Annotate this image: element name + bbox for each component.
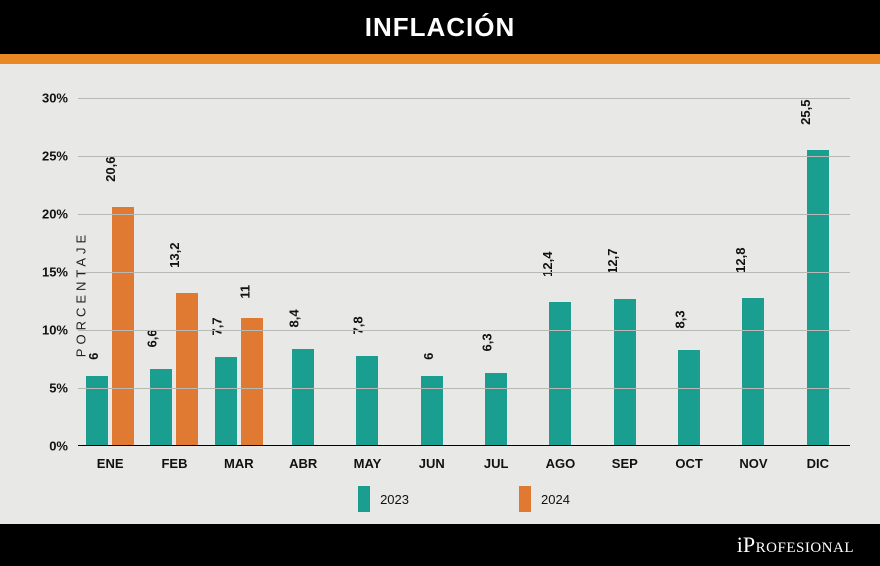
gridline xyxy=(78,272,850,273)
bar-value-label: 7,7 xyxy=(209,317,224,335)
legend: 2023 2024 xyxy=(78,486,850,512)
y-tick-label: 25% xyxy=(42,149,68,164)
y-tick-label: 30% xyxy=(42,91,68,106)
brand-logo: IProfesional xyxy=(737,532,854,558)
bar: 20,6 xyxy=(112,207,134,446)
y-tick-label: 10% xyxy=(42,323,68,338)
bar-value-label: 11 xyxy=(237,285,252,299)
bar: 6,3 xyxy=(485,373,507,446)
bar: 8,4 xyxy=(292,349,314,446)
x-tick-label: JUL xyxy=(464,456,528,471)
x-tick-label: FEB xyxy=(142,456,206,471)
bar: 6,6 xyxy=(150,369,172,446)
y-tick-label: 15% xyxy=(42,265,68,280)
y-tick-label: 5% xyxy=(49,381,68,396)
x-axis-labels: ENEFEBMARABRMAYJUNJULAGOSEPOCTNOVDIC xyxy=(78,446,850,471)
gridline xyxy=(78,388,850,389)
bar-value-label: 8,4 xyxy=(287,309,302,327)
gridline xyxy=(78,214,850,215)
x-tick-label: ABR xyxy=(271,456,335,471)
bar-value-label: 6 xyxy=(421,353,436,360)
bar: 12,8 xyxy=(742,298,764,446)
chart-frame: INFLACIÓN PORCENTAJE 620,66,613,27,7118,… xyxy=(0,0,880,566)
bar-value-label: 20,6 xyxy=(103,157,118,182)
plot: 620,66,613,27,7118,47,866,312,412,78,312… xyxy=(78,98,850,446)
x-tick-label: AGO xyxy=(528,456,592,471)
bar: 25,5 xyxy=(807,150,829,446)
bar-value-label: 8,3 xyxy=(673,310,688,328)
x-tick-label: DIC xyxy=(786,456,850,471)
legend-item: 2023 xyxy=(358,486,409,512)
bar: 13,2 xyxy=(176,293,198,446)
bar-value-label: 12,4 xyxy=(540,252,555,277)
bar: 7,7 xyxy=(215,357,237,446)
title-bar: INFLACIÓN xyxy=(0,0,880,54)
bar-value-label: 25,5 xyxy=(798,100,813,125)
legend-swatch xyxy=(519,486,531,512)
brand-rest: Profesional xyxy=(743,532,854,557)
y-tick-label: 20% xyxy=(42,207,68,222)
bar: 6 xyxy=(86,376,108,446)
gridline xyxy=(78,330,850,331)
x-tick-label: MAR xyxy=(207,456,271,471)
accent-bar xyxy=(0,54,880,64)
y-tick-label: 0% xyxy=(49,439,68,454)
bar-value-label: 13,2 xyxy=(167,242,182,267)
bar: 8,3 xyxy=(678,350,700,446)
bar: 7,8 xyxy=(356,356,378,446)
x-tick-label: NOV xyxy=(721,456,785,471)
bar-value-label: 7,8 xyxy=(351,316,366,334)
bar-value-label: 12,8 xyxy=(733,247,748,272)
legend-item: 2024 xyxy=(519,486,570,512)
bar-value-label: 6,3 xyxy=(480,333,495,351)
gridline xyxy=(78,98,850,99)
bar: 6 xyxy=(421,376,443,446)
x-tick-label: JUN xyxy=(400,456,464,471)
chart-title: INFLACIÓN xyxy=(365,12,516,43)
legend-swatch xyxy=(358,486,370,512)
bar: 12,4 xyxy=(549,302,571,446)
legend-label: 2023 xyxy=(380,492,409,507)
footer-bar: IProfesional xyxy=(0,524,880,566)
legend-label: 2024 xyxy=(541,492,570,507)
gridline xyxy=(78,156,850,157)
x-tick-label: OCT xyxy=(657,456,721,471)
bar-value-label: 6 xyxy=(86,353,101,360)
bar: 12,7 xyxy=(614,299,636,446)
bar-value-label: 12,7 xyxy=(605,248,620,273)
bar-value-label: 6,6 xyxy=(145,330,160,348)
chart-outer: PORCENTAJE 620,66,613,27,7118,47,866,312… xyxy=(0,64,880,524)
chart-area: 620,66,613,27,7118,47,866,312,412,78,312… xyxy=(78,98,850,446)
x-tick-label: SEP xyxy=(593,456,657,471)
x-tick-label: ENE xyxy=(78,456,142,471)
x-tick-label: MAY xyxy=(335,456,399,471)
bar: 11 xyxy=(241,318,263,446)
